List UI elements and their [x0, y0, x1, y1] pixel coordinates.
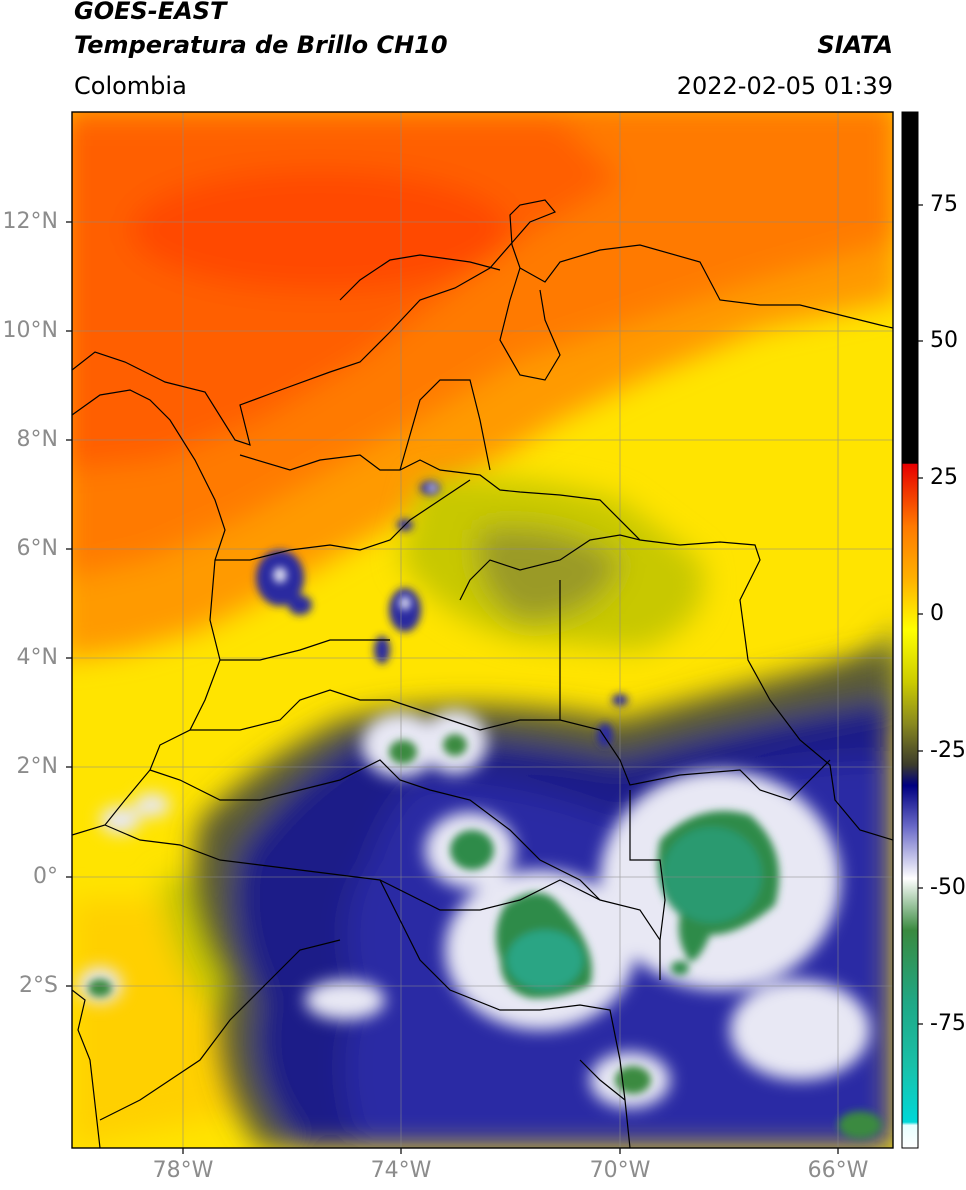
satellite-title: GOES-EAST [74, 0, 227, 25]
lon-label-74w: 74°W [370, 1158, 432, 1183]
lon-label-70w: 70°W [589, 1158, 651, 1183]
product-title: Temperatura de Brillo CH10 [74, 31, 448, 59]
colorbar-tick-50: 50 [930, 328, 958, 353]
lat-label-2n: 2°N [16, 754, 58, 779]
colorbar-tick-75: 75 [930, 192, 958, 217]
region-label: Colombia [74, 72, 187, 100]
colorbar-tick-0: 0 [930, 601, 944, 626]
brightness-temperature-field [72, 112, 893, 1148]
lat-label-6n: 6°N [16, 536, 58, 561]
agency-label: SIATA [817, 31, 893, 59]
colorbar [901, 111, 923, 1149]
lon-label-66w: 66°W [807, 1158, 869, 1183]
lat-label-10n: 10°N [2, 318, 58, 343]
map-frame [71, 111, 894, 1149]
colorbar-tick-25: 25 [930, 465, 958, 490]
lat-label-4n: 4°N [16, 645, 58, 670]
colorbar-tick-minus75: -75 [930, 1011, 966, 1036]
boundaries [72, 199, 893, 1148]
lat-label-8n: 8°N [16, 427, 58, 452]
datetime-label: 2022-02-05 01:39 [676, 72, 893, 100]
lat-label-12n: 12°N [2, 209, 58, 234]
colorbar-tick-minus25: -25 [930, 738, 966, 763]
lat-label-0: 0° [33, 864, 58, 889]
lon-label-78w: 78°W [152, 1158, 214, 1183]
lat-label-2s: 2°S [19, 973, 58, 998]
colorbar-tick-minus50: -50 [930, 875, 966, 900]
